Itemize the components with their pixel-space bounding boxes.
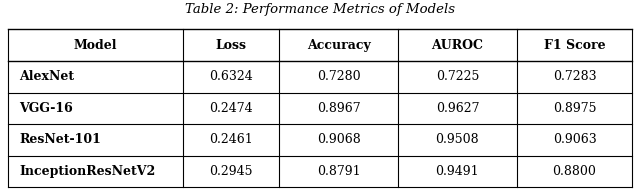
Text: Accuracy: Accuracy xyxy=(307,39,371,52)
Text: 0.8800: 0.8800 xyxy=(552,165,596,178)
Text: Model: Model xyxy=(74,39,117,52)
Text: 0.2474: 0.2474 xyxy=(209,102,253,115)
Text: ResNet-101: ResNet-101 xyxy=(19,133,101,146)
Text: 0.9068: 0.9068 xyxy=(317,133,360,146)
Text: 0.8791: 0.8791 xyxy=(317,165,360,178)
Text: AlexNet: AlexNet xyxy=(19,70,74,83)
Text: 0.6324: 0.6324 xyxy=(209,70,253,83)
Text: 0.9063: 0.9063 xyxy=(553,133,596,146)
Text: F1 Score: F1 Score xyxy=(544,39,605,52)
Text: Table 2: Performance Metrics of Models: Table 2: Performance Metrics of Models xyxy=(185,3,455,16)
Text: 0.7225: 0.7225 xyxy=(436,70,479,83)
Text: 0.9508: 0.9508 xyxy=(436,133,479,146)
Text: 0.2461: 0.2461 xyxy=(209,133,253,146)
Text: 0.7280: 0.7280 xyxy=(317,70,360,83)
Text: 0.2945: 0.2945 xyxy=(209,165,253,178)
Text: 0.7283: 0.7283 xyxy=(553,70,596,83)
Text: 0.8967: 0.8967 xyxy=(317,102,360,115)
Text: 0.8975: 0.8975 xyxy=(553,102,596,115)
Text: InceptionResNetV2: InceptionResNetV2 xyxy=(19,165,156,178)
Text: AUROC: AUROC xyxy=(431,39,483,52)
Text: VGG-16: VGG-16 xyxy=(19,102,73,115)
Text: 0.9491: 0.9491 xyxy=(436,165,479,178)
Text: Loss: Loss xyxy=(216,39,246,52)
Text: 0.9627: 0.9627 xyxy=(436,102,479,115)
